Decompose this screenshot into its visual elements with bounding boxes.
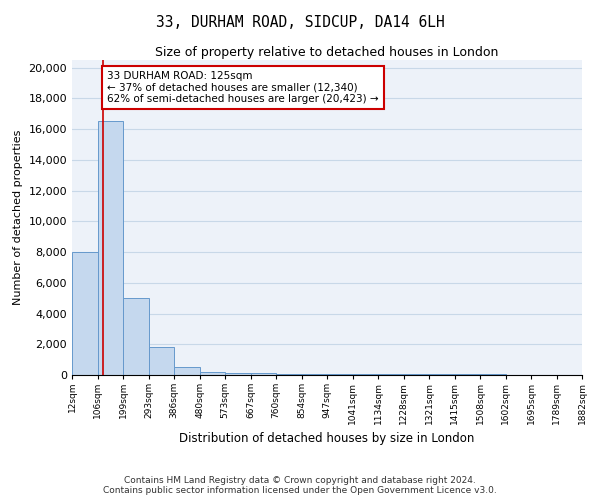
Bar	[404, 374, 429, 375]
Bar	[225, 372, 251, 375]
Text: 33, DURHAM ROAD, SIDCUP, DA14 6LH: 33, DURHAM ROAD, SIDCUP, DA14 6LH	[155, 15, 445, 30]
Bar	[123, 298, 149, 375]
Bar	[327, 374, 353, 375]
Bar	[251, 374, 276, 375]
Y-axis label: Number of detached properties: Number of detached properties	[13, 130, 23, 305]
Title: Size of property relative to detached houses in London: Size of property relative to detached ho…	[155, 46, 499, 59]
Text: 33 DURHAM ROAD: 125sqm
← 37% of detached houses are smaller (12,340)
62% of semi: 33 DURHAM ROAD: 125sqm ← 37% of detached…	[107, 71, 379, 104]
X-axis label: Distribution of detached houses by size in London: Distribution of detached houses by size …	[179, 432, 475, 446]
Bar	[429, 374, 455, 375]
Bar	[98, 122, 123, 375]
Bar	[149, 348, 174, 375]
Bar	[353, 374, 378, 375]
Bar	[480, 374, 506, 375]
Bar	[200, 372, 225, 375]
Bar	[455, 374, 480, 375]
Bar	[276, 374, 302, 375]
Bar	[72, 252, 98, 375]
Bar	[302, 374, 327, 375]
Bar	[378, 374, 404, 375]
Bar	[174, 368, 200, 375]
Text: Contains HM Land Registry data © Crown copyright and database right 2024.
Contai: Contains HM Land Registry data © Crown c…	[103, 476, 497, 495]
